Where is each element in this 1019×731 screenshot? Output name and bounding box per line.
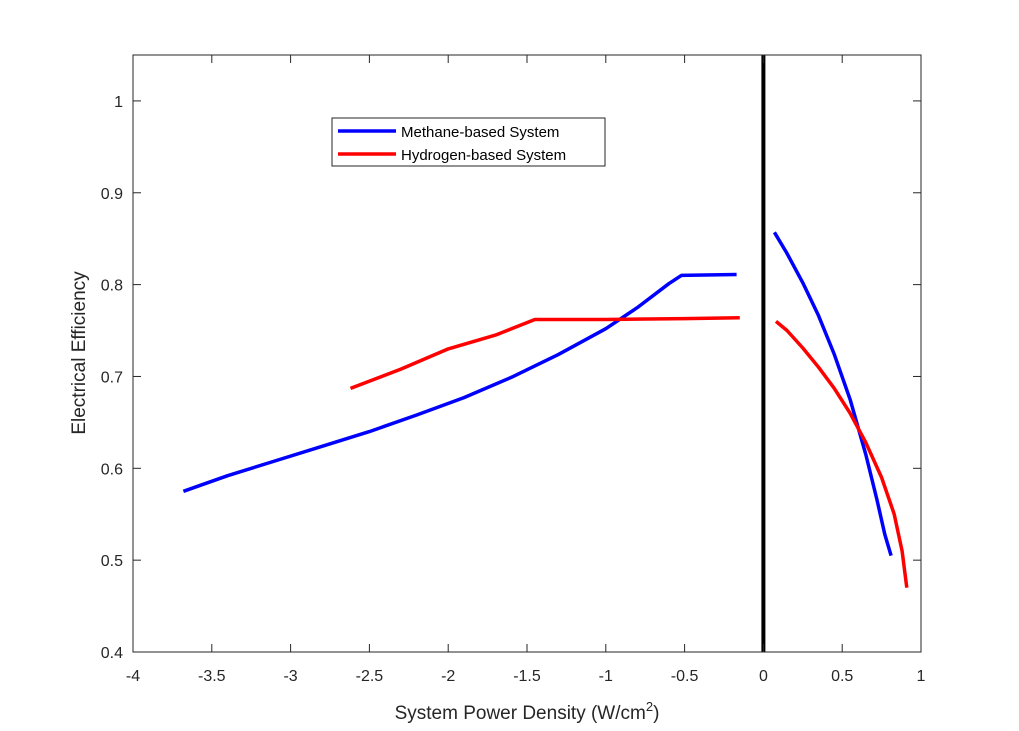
legend: Methane-based System Hydrogen-based Syste… bbox=[331, 117, 606, 167]
x-tick-label: -4 bbox=[126, 668, 140, 685]
y-axis-ticks: 0.4 0.5 0.6 0.7 0.8 0.9 1 bbox=[101, 94, 921, 662]
y-tick-label: 0.4 bbox=[101, 645, 123, 662]
x-tick-label: -2.5 bbox=[356, 668, 384, 685]
x-tick-label: 0.5 bbox=[831, 668, 853, 685]
x-tick-label: -1 bbox=[599, 668, 613, 685]
x-tick-label: 1 bbox=[917, 668, 926, 685]
x-axis-label-suffix: ) bbox=[653, 703, 659, 724]
x-axis-label: System Power Density (W/cm2) bbox=[395, 699, 660, 724]
y-tick-label: 0.6 bbox=[101, 461, 123, 478]
x-axis-label-main: System Power Density (W/cm bbox=[395, 703, 646, 724]
y-tick-label: 0.9 bbox=[101, 186, 123, 203]
x-tick-label: -3 bbox=[283, 668, 297, 685]
x-tick-label: 0 bbox=[759, 668, 768, 685]
y-tick-label: 1 bbox=[114, 94, 123, 111]
x-tick-label: -1.5 bbox=[513, 668, 541, 685]
x-tick-label: -0.5 bbox=[671, 668, 699, 685]
legend-box bbox=[331, 117, 606, 167]
x-tick-label: -3.5 bbox=[198, 668, 226, 685]
x-tick-label: -2 bbox=[441, 668, 455, 685]
series-line-1-segment-0 bbox=[349, 315, 740, 391]
series-line-1-segment-1 bbox=[774, 320, 909, 588]
x-axis-label-sup: 2 bbox=[646, 699, 653, 714]
legend-label-0: Methane-based System bbox=[401, 124, 559, 141]
y-tick-label: 0.8 bbox=[101, 278, 123, 295]
series-layer bbox=[182, 231, 909, 588]
y-axis-label: Electrical Efficiency bbox=[69, 271, 90, 435]
series-line-0-segment-0 bbox=[182, 272, 737, 493]
series-line-0-segment-1 bbox=[772, 231, 893, 557]
x-axis-ticks: -4 -3.5 -3 -2.5 -2 -1.5 -1 -0.5 0 0.5 1 bbox=[126, 55, 926, 685]
y-tick-label: 0.7 bbox=[101, 369, 123, 386]
y-tick-label: 0.5 bbox=[101, 553, 123, 570]
legend-label-1: Hydrogen-based System bbox=[401, 147, 566, 164]
